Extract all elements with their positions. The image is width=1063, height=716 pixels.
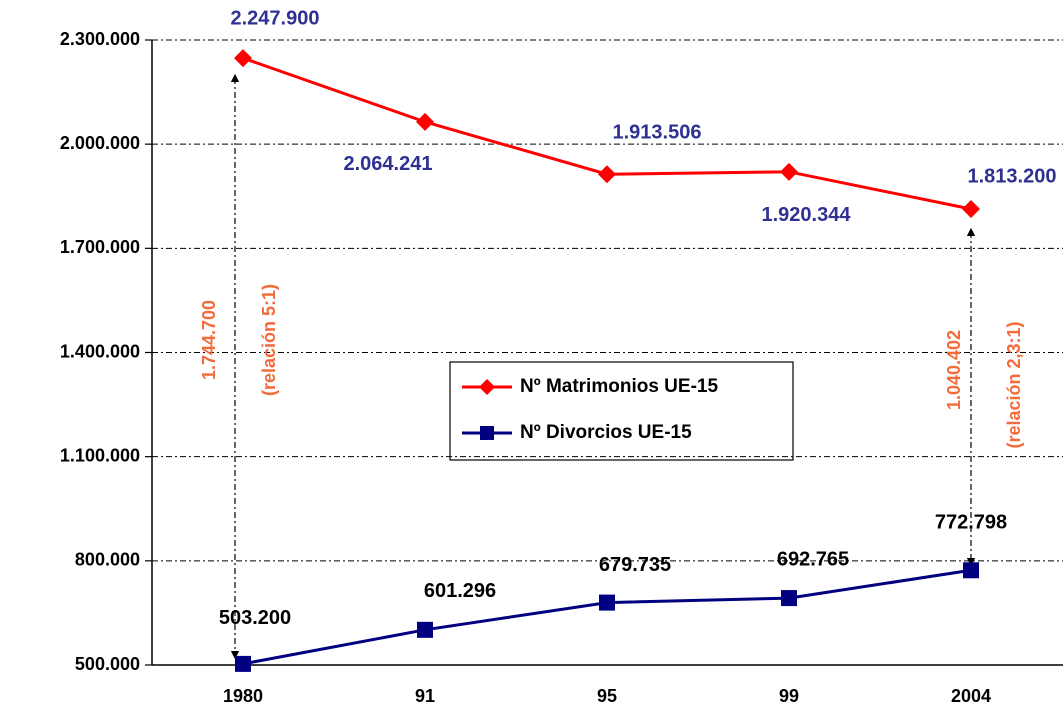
annotation: (relación 5:1) <box>259 284 279 396</box>
data-label: 772.798 <box>935 512 1007 534</box>
marker <box>416 112 434 131</box>
y-tick-label: 1.400.000 <box>60 341 140 361</box>
marker <box>962 200 980 219</box>
marker <box>963 562 979 579</box>
series-line <box>242 568 972 666</box>
y-tick-label: 800.000 <box>75 550 140 570</box>
legend-marker <box>480 426 494 440</box>
y-tick-label: 1.700.000 <box>60 237 140 257</box>
marker <box>417 621 433 638</box>
data-label: 2.064.241 <box>344 153 433 175</box>
data-label: 679.735 <box>599 554 671 576</box>
marker <box>781 590 797 607</box>
legend-label: Nº Divorcios UE-15 <box>520 422 692 443</box>
x-tick-label: 91 <box>415 686 435 706</box>
y-tick-label: 1.100.000 <box>60 445 140 465</box>
x-tick-label: 2004 <box>951 686 991 706</box>
marker <box>234 49 252 68</box>
y-tick-label: 2.000.000 <box>60 133 140 153</box>
data-label: 692.765 <box>777 548 849 570</box>
annotation: (relación 2,3:1) <box>1004 321 1024 448</box>
data-label: 2.247.900 <box>231 7 320 29</box>
data-label: 1.913.506 <box>613 121 702 143</box>
marker <box>235 655 251 672</box>
legend-box <box>449 361 794 461</box>
legend-marker <box>479 379 495 395</box>
data-label: 1.813.200 <box>968 165 1057 187</box>
x-tick-label: 99 <box>779 686 799 706</box>
legend: Nº Matrimonios UE-15 Nº Divorcios UE-15 <box>449 361 794 461</box>
y-tick-label: 500.000 <box>75 654 140 674</box>
data-label: 601.296 <box>424 580 496 602</box>
series-line <box>242 56 972 211</box>
marker <box>599 594 615 611</box>
legend-label: Nº Matrimonios UE-15 <box>520 376 718 397</box>
marker <box>598 165 616 184</box>
marker <box>780 162 798 181</box>
x-tick-label: 95 <box>597 686 617 706</box>
y-tick-label: 2.300.000 <box>60 29 140 49</box>
annotation: 1.040.402 <box>944 330 964 410</box>
data-label: 503.200 <box>219 607 291 629</box>
data-label: 1.920.344 <box>762 204 852 226</box>
annotation: 1.744.700 <box>199 300 219 380</box>
x-tick-label: 1980 <box>223 686 263 706</box>
